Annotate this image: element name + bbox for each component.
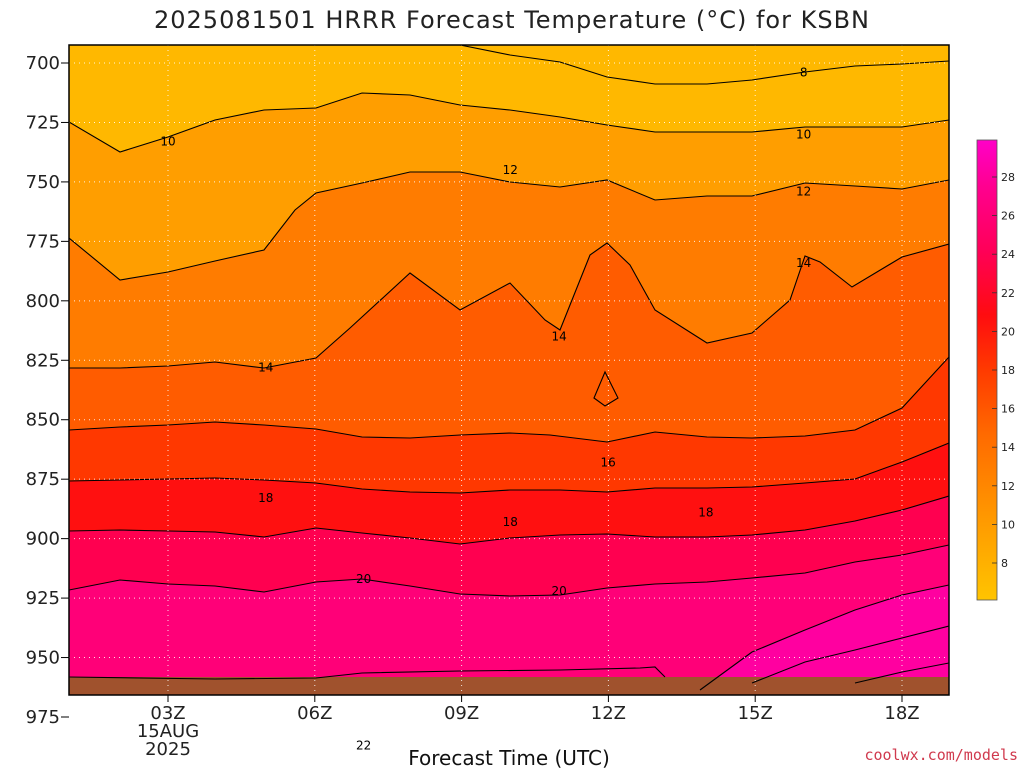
contour-label-text: 12 [503,163,518,177]
y-tick-label: 750 [26,172,60,193]
colorbar-tick-label: 12 [1001,480,1015,493]
y-tick-label: 825 [26,350,60,371]
contour-label-text: 8 [800,66,808,80]
contour-label-text: 22 [356,739,371,753]
colorbar-tick-label: 24 [1001,248,1015,261]
contour-label: 8 [800,66,808,80]
contour-labels: 8 10 10 12 12 14 14 14 16 18 18 18 20 20 22 [160,66,811,753]
contour-line-14-closed [593,370,619,407]
plot-frame [68,44,950,696]
y-tick-label: 875 [26,469,60,490]
chart-title: 2025081501 HRRR Forecast Temperature (°C… [154,6,870,34]
x-tick-sublabel: 2025 [145,739,191,760]
colorbar-tick-label: 8 [1001,557,1008,570]
contour-label-text: 10 [796,127,811,141]
y-tick-label: 900 [26,529,60,550]
colorbar: 8 10 12 14 16 18 20 22 24 26 28 [976,139,1015,601]
colorbar-tick-label: 20 [1001,325,1015,338]
colorbar-tick-label: 16 [1001,403,1015,416]
contour-label: 14 [796,256,811,270]
contour-label-text: 16 [600,456,615,470]
y-tick-label: 950 [26,648,60,669]
x-tick-label: 09Z [444,703,479,724]
contour-label-text: 18 [698,505,713,519]
ground-surface [69,677,949,695]
contour-label-text: 14 [552,329,567,343]
colorbar-tick-label: 26 [1001,210,1015,223]
contour-label-text: 18 [503,515,518,529]
contour-line-26 [751,625,949,684]
x-tick-label: 03Z [150,703,185,724]
colorbar-tick-label: 18 [1001,364,1015,377]
x-tick-label: 15Z [738,703,773,724]
contour-line-22 [69,544,949,597]
x-tick-label: 12Z [591,703,626,724]
y-tick-label: 800 [26,291,60,312]
y-tick-label: 850 [26,410,60,431]
contour-line-22-surface [69,666,666,680]
x-tick-sublabel: 15AUG [137,721,199,742]
contour-label: 14 [552,329,567,343]
contour-line-10 [69,92,949,153]
contour-label: 18 [503,515,518,529]
contour-fill-group [69,45,949,695]
contour-label: 12 [796,184,811,198]
x-axis-label: Forecast Time (UTC) [408,746,610,768]
y-tick-label: 975 [26,707,60,728]
x-tick-label: 06Z [297,703,332,724]
contour-lines [69,45,949,691]
contour-line-12 [69,171,949,281]
contour-label: 22 [356,739,371,753]
contour-label-text: 18 [258,491,273,505]
contour-label-text: 14 [796,256,811,270]
contour-label: 12 [503,163,518,177]
contour-label-text: 14 [258,360,273,374]
y-tick-label: 925 [26,588,60,609]
y-tick-label: 725 [26,112,60,133]
contour-line-28 [854,662,949,684]
contour-label: 10 [796,127,811,141]
contour-line-18 [69,442,949,494]
contour-line-24 [699,584,949,691]
colorbar-tick-label: 22 [1001,287,1015,300]
colorbar-tick-label: 28 [1001,171,1015,184]
contour-line-20 [69,495,949,545]
contour-line-14 [69,242,949,369]
colorbar-tick-label: 14 [1001,441,1015,454]
contour-label: 10 [160,134,175,148]
contour-label: 18 [258,491,273,505]
contour-label-text: 20 [356,572,371,586]
x-tick-label: 18Z [884,703,919,724]
contour-line-8 [115,45,949,85]
colorbar-ticks: 8 10 12 14 16 18 20 22 24 26 28 [992,171,1015,570]
y-axis: 700 725 750 775 800 825 850 875 900 925 950 975 [26,53,69,728]
contour-label-text: 20 [552,584,567,598]
band-14-pocket [594,372,618,406]
y-tick-label: 700 [26,53,60,74]
contour-line-16 [69,356,949,443]
credit-text: coolwx.com/models [864,746,1018,764]
contour-label: 20 [356,572,371,586]
contour-label: 20 [552,584,567,598]
colorbar-tick-label: 10 [1001,518,1015,531]
contour-label: 14 [258,360,273,374]
contour-label: 18 [698,505,713,519]
band-24 [700,585,949,695]
y-tick-label: 775 [26,231,60,252]
contour-label-text: 12 [796,184,811,198]
grid-lines [69,45,949,695]
contour-label: 16 [600,456,615,470]
contour-label-text: 10 [160,134,175,148]
